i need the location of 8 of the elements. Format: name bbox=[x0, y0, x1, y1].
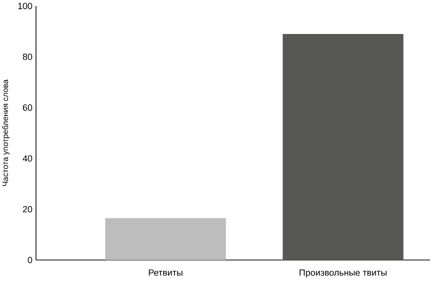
x-tick-label: Произвольные твиты bbox=[300, 269, 387, 278]
y-tick-label: 100 bbox=[18, 2, 32, 10]
y-tick-label: 20 bbox=[22, 206, 32, 212]
y-tick-label: 0 bbox=[28, 256, 32, 264]
y-tick-label: 40 bbox=[22, 155, 32, 162]
y-tick-label: 80 bbox=[22, 54, 32, 60]
x-tick-label: Ретвиты bbox=[148, 269, 182, 276]
y-tick-label: 60 bbox=[22, 104, 32, 111]
